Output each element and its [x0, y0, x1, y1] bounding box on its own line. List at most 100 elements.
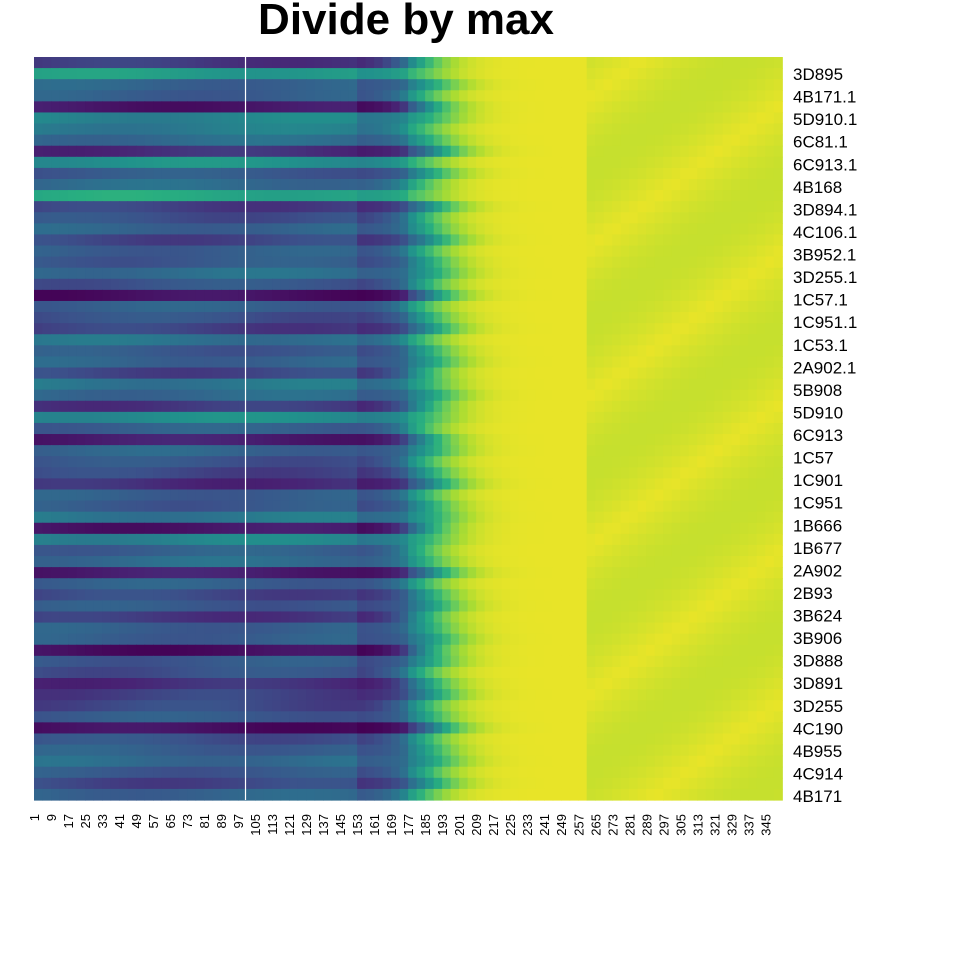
heatmap-cell: [493, 367, 503, 380]
heatmap-cell: [221, 245, 231, 258]
heatmap-cell: [204, 367, 214, 380]
heatmap-cell: [510, 367, 520, 380]
heatmap-cell: [612, 245, 622, 258]
heatmap-cell: [187, 212, 197, 224]
heatmap-cell: [212, 245, 222, 258]
heatmap-cell: [442, 178, 452, 191]
heatmap-cell: [544, 644, 554, 657]
heatmap-cell: [595, 156, 605, 169]
heatmap-cell: [153, 57, 163, 69]
heatmap-cell: [671, 223, 681, 236]
heatmap-cell: [671, 112, 681, 125]
heatmap-cell: [705, 622, 715, 635]
heatmap-cell: [569, 600, 579, 613]
heatmap-cell: [416, 556, 426, 568]
heatmap-cell: [773, 644, 783, 657]
heatmap-cell: [773, 289, 783, 302]
heatmap-cell: [280, 278, 290, 291]
heatmap-cell: [476, 289, 486, 302]
heatmap-cell: [671, 522, 681, 535]
heatmap-cell: [603, 389, 613, 402]
heatmap-cell: [51, 234, 61, 247]
heatmap-cell: [289, 223, 299, 236]
heatmap-cell: [569, 300, 579, 313]
heatmap-cell: [459, 511, 469, 524]
heatmap-cell: [34, 567, 44, 579]
heatmap-cell: [119, 134, 129, 147]
heatmap-cell: [484, 500, 494, 513]
heatmap-cell: [289, 145, 299, 158]
heatmap-cell: [544, 434, 554, 446]
heatmap-cell: [246, 256, 256, 269]
heatmap-cell: [382, 178, 392, 191]
heatmap-cell: [705, 633, 715, 646]
heatmap-cell: [42, 278, 52, 291]
heatmap-cell: [178, 600, 188, 613]
heatmap-cell: [399, 245, 409, 258]
heatmap-cell: [722, 533, 732, 546]
heatmap-cell: [603, 334, 613, 346]
heatmap-cell: [484, 666, 494, 679]
heatmap-cell: [595, 245, 605, 258]
heatmap-cell: [93, 556, 103, 568]
heatmap-cell: [442, 611, 452, 624]
heatmap-cell: [221, 190, 231, 202]
heatmap-cell: [178, 323, 188, 335]
heatmap-cell: [697, 334, 707, 346]
heatmap-cell: [314, 678, 324, 690]
heatmap-cell: [331, 544, 341, 557]
heatmap-cell: [603, 611, 613, 624]
heatmap-cell: [476, 300, 486, 313]
heatmap-cell: [518, 522, 528, 535]
heatmap-cell: [204, 467, 214, 479]
heatmap-cell: [408, 57, 418, 69]
heatmap-cell: [552, 578, 562, 590]
heatmap-cell: [340, 434, 350, 446]
heatmap-cell: [484, 145, 494, 158]
heatmap-cell: [195, 356, 205, 369]
heatmap-cell: [654, 156, 664, 169]
heatmap-cell: [663, 589, 673, 601]
heatmap-cell: [527, 456, 537, 468]
heatmap-cell: [153, 112, 163, 125]
heatmap-cell: [739, 411, 749, 424]
heatmap-cell: [416, 678, 426, 690]
heatmap-cell: [408, 245, 418, 258]
heatmap-cell: [476, 134, 486, 147]
heatmap-cell: [637, 256, 647, 269]
heatmap-cell: [450, 323, 460, 335]
heatmap-cell: [739, 589, 749, 601]
heatmap-cell: [85, 256, 95, 269]
heatmap-cell: [280, 79, 290, 91]
heatmap-cell: [544, 223, 554, 236]
heatmap-cell: [425, 278, 435, 291]
heatmap-cell: [34, 334, 44, 346]
heatmap-cell: [637, 190, 647, 202]
heatmap-cell: [170, 312, 180, 324]
heatmap-cell: [280, 666, 290, 679]
heatmap-cell: [722, 334, 732, 346]
heatmap-cell: [756, 644, 766, 657]
heatmap-cell: [144, 300, 154, 313]
heatmap-cells: [34, 57, 783, 801]
heatmap-cell: [331, 556, 341, 568]
heatmap-cell: [119, 655, 129, 668]
heatmap-cell: [654, 345, 664, 358]
heatmap-cell: [204, 267, 214, 280]
heatmap-cell: [620, 400, 630, 413]
heatmap-cell: [110, 533, 120, 546]
heatmap-cell: [450, 79, 460, 91]
heatmap-cell: [42, 145, 52, 158]
heatmap-cell: [459, 300, 469, 313]
heatmap-cell: [93, 312, 103, 324]
heatmap-cell: [331, 411, 341, 424]
heatmap-cell: [263, 411, 273, 424]
heatmap-cell: [297, 123, 307, 136]
heatmap-cell: [654, 556, 664, 568]
heatmap-cell: [535, 511, 545, 524]
heatmap-cell: [263, 567, 273, 579]
heatmap-cell: [68, 500, 78, 513]
heatmap-cell: [238, 511, 248, 524]
heatmap-cell: [518, 112, 528, 125]
heatmap-cell: [153, 478, 163, 491]
